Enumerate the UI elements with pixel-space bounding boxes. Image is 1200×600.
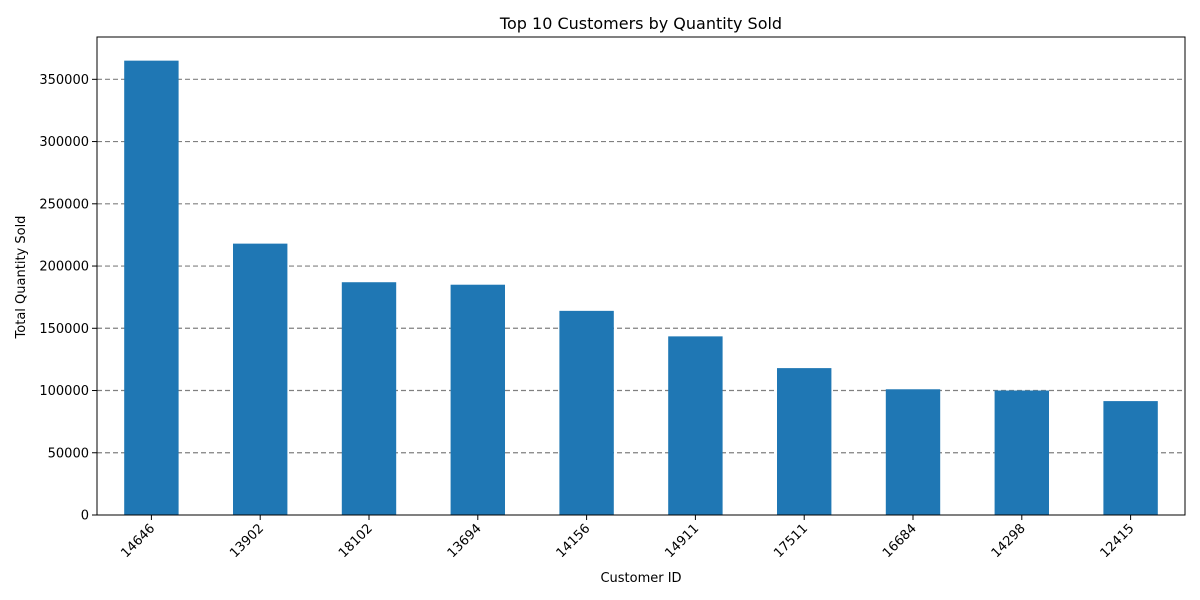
y-tick-label: 250000 [39,197,89,212]
bar-18102 [341,282,397,515]
y-tick-label: 0 [81,509,89,524]
bar-16684 [885,389,941,515]
y-tick-label: 100000 [39,384,89,399]
bar-14156 [559,310,614,515]
x-axis-title: Customer ID [600,571,681,586]
plot-frame [96,36,1186,516]
bar-12415 [1103,401,1158,515]
bar-14646 [124,60,179,516]
bar-14298 [994,390,1049,515]
y-tick-label: 200000 [39,260,89,275]
y-axis-title: Total Quantity Sold [14,216,29,340]
y-tick-label: 50000 [48,446,89,461]
y-tick-label: 150000 [39,322,89,337]
bar-13902 [233,243,288,515]
y-axis: 0 50000 100000 150000 200000 250000 300000 3500… [39,73,97,524]
plot-border [96,36,1186,516]
bar-13694 [450,284,505,515]
bar-17511 [777,368,832,515]
y-tick-label: 350000 [39,73,89,88]
chart-title: Top 10 Customers by Quantity Sold [499,14,782,33]
bar-14911 [668,336,723,515]
y-tick-label: 300000 [39,135,89,150]
bars-layer [124,60,1158,516]
